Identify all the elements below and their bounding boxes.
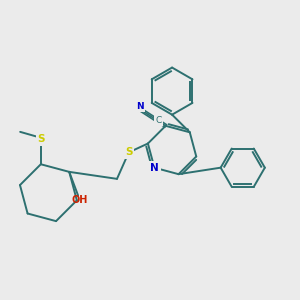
Text: S: S (37, 134, 44, 144)
Text: N: N (136, 102, 144, 111)
Text: C: C (155, 116, 161, 125)
Text: N: N (150, 163, 159, 173)
Text: OH: OH (71, 195, 88, 205)
Text: S: S (125, 147, 133, 158)
